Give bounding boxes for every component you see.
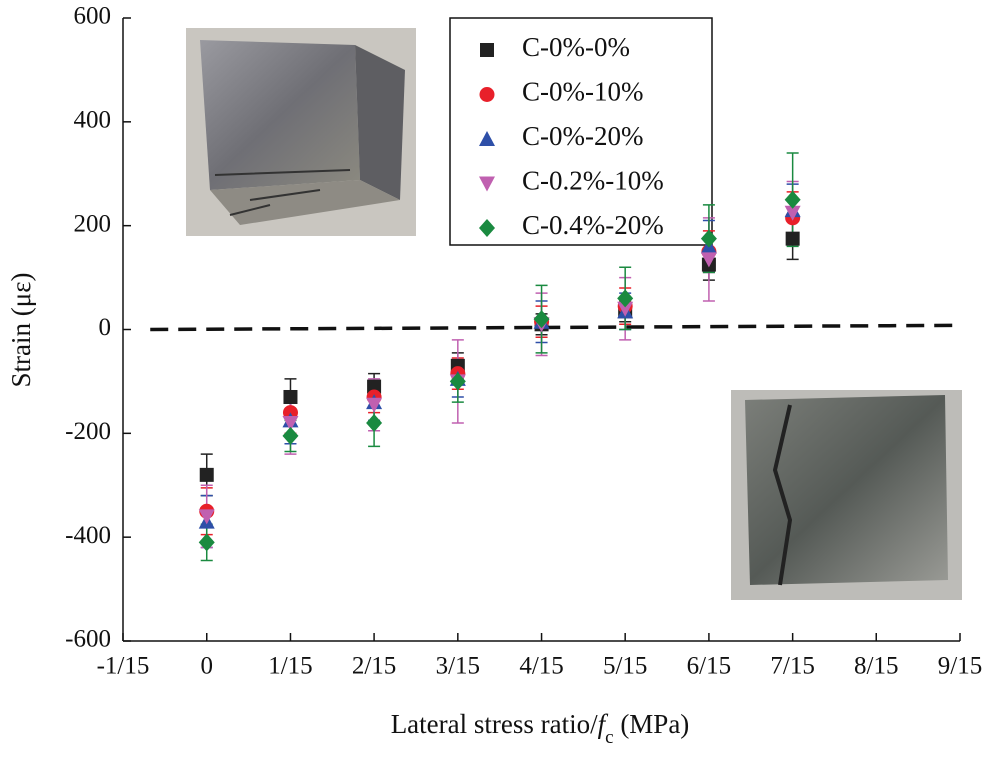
marker-triangle-down [366, 397, 383, 413]
legend-label: C-0.4%-20% [522, 210, 664, 240]
legend-label: C-0%-10% [522, 77, 643, 107]
x-tick-label: 8/15 [854, 653, 898, 680]
x-axis-title-part: (MPa) [614, 709, 690, 739]
marker-triangle-down [198, 509, 215, 525]
x-tick-label: 2/15 [352, 653, 396, 680]
photo-top [186, 28, 416, 236]
marker-diamond [700, 229, 717, 248]
marker-circle [479, 87, 495, 102]
y-tick-label: 0 [99, 314, 112, 341]
marker-square [480, 43, 494, 57]
marker-diamond [533, 310, 550, 329]
y-tick-label: 400 [74, 107, 112, 134]
marker-diamond [198, 533, 215, 552]
legend-label: C-0%-20% [522, 121, 643, 151]
x-axis-title-part: c [605, 727, 613, 748]
marker-square [283, 389, 298, 404]
y-tick-label: 200 [74, 210, 112, 237]
marker-triangle-down [617, 301, 634, 317]
y-tick-label: -600 [65, 626, 111, 653]
x-axis-title: Lateral stress ratio/fc (MPa) [391, 709, 690, 748]
x-tick-label: 6/15 [687, 653, 731, 680]
y-axis-title: Strain (με) [6, 272, 36, 387]
marker-triangle-down [479, 176, 495, 192]
marker-triangle-down [282, 415, 299, 431]
marker-diamond [617, 289, 634, 308]
marker-triangle [479, 131, 495, 146]
x-tick-label: 0 [200, 653, 213, 680]
legend-label: C-0%-0% [522, 32, 630, 62]
marker-diamond [479, 219, 495, 237]
x-tick-label: 4/15 [519, 653, 563, 680]
x-tick-label: 3/15 [436, 653, 480, 680]
y-tick-label: -400 [65, 522, 111, 549]
reference-line [150, 323, 961, 332]
y-tick-label: 600 [74, 3, 112, 30]
x-tick-label: -1/15 [97, 653, 150, 680]
x-tick-label: 1/15 [268, 653, 312, 680]
marker-diamond [282, 426, 299, 445]
marker-diamond [784, 190, 801, 209]
x-tick-label: 7/15 [770, 653, 814, 680]
x-tick-label: 9/15 [938, 653, 982, 680]
marker-square [785, 231, 800, 246]
x-tick-label: 5/15 [603, 653, 647, 680]
marker-diamond [366, 413, 383, 432]
photo-bottom [731, 390, 962, 600]
marker-triangle-down [700, 252, 717, 268]
x-axis-title-part: Lateral stress ratio/ [391, 709, 598, 739]
x-axis-title-part: f [598, 709, 609, 739]
legend-label: C-0.2%-10% [522, 166, 664, 196]
marker-triangle-down [784, 205, 801, 221]
marker-square [367, 379, 382, 394]
y-tick-label: -200 [65, 418, 111, 445]
marker-square [199, 467, 214, 482]
marker-diamond [449, 372, 466, 391]
